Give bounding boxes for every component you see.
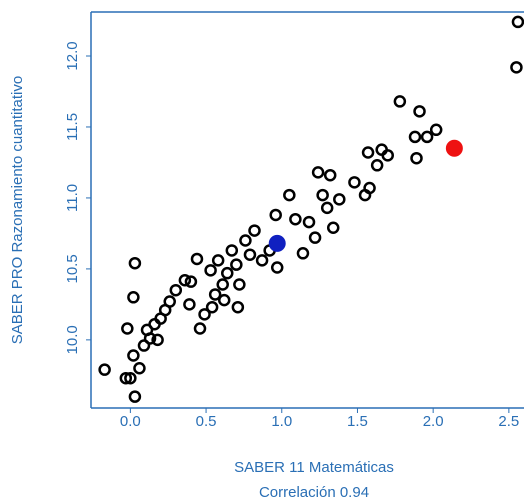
point bbox=[370, 159, 384, 172]
point bbox=[248, 224, 261, 237]
point bbox=[511, 15, 524, 29]
point bbox=[184, 275, 198, 288]
point bbox=[255, 254, 269, 267]
point bbox=[239, 234, 252, 247]
point bbox=[230, 258, 243, 271]
point bbox=[205, 300, 219, 314]
point bbox=[169, 283, 183, 297]
point bbox=[163, 295, 176, 308]
y-tick-label: 12.0 bbox=[64, 41, 81, 70]
point bbox=[204, 264, 217, 277]
x-tick-label: 0.5 bbox=[196, 413, 217, 430]
point bbox=[128, 256, 142, 270]
highlight-point bbox=[268, 234, 286, 252]
point bbox=[178, 274, 192, 287]
point bbox=[151, 333, 164, 347]
point bbox=[420, 130, 434, 144]
point bbox=[137, 339, 151, 352]
y-axis-label: SABER PRO Razonamiento cuantitativo bbox=[9, 76, 26, 344]
point bbox=[124, 371, 137, 385]
point bbox=[270, 261, 284, 274]
point bbox=[211, 254, 225, 267]
point bbox=[119, 371, 133, 385]
point bbox=[269, 208, 282, 222]
point bbox=[363, 181, 376, 195]
point bbox=[302, 215, 316, 229]
point bbox=[408, 130, 422, 144]
point bbox=[381, 149, 394, 162]
point bbox=[410, 151, 423, 165]
y-tick-label: 10.0 bbox=[64, 325, 81, 354]
point bbox=[320, 201, 334, 215]
x-tick-label: 0.0 bbox=[120, 413, 141, 430]
point bbox=[311, 166, 325, 179]
point bbox=[127, 291, 140, 304]
point bbox=[183, 298, 196, 311]
point bbox=[308, 231, 322, 244]
point bbox=[190, 252, 204, 266]
point bbox=[221, 266, 234, 280]
point bbox=[133, 362, 146, 375]
point bbox=[289, 212, 302, 226]
point bbox=[510, 61, 523, 74]
point bbox=[323, 168, 337, 182]
point bbox=[208, 288, 222, 301]
point bbox=[127, 349, 140, 362]
point bbox=[121, 322, 134, 335]
point bbox=[283, 188, 296, 202]
highlight-point bbox=[445, 139, 463, 157]
point bbox=[316, 188, 329, 202]
point bbox=[361, 146, 375, 159]
point bbox=[296, 247, 310, 260]
point bbox=[225, 244, 239, 257]
x-tick-label: 1.5 bbox=[347, 413, 368, 430]
point bbox=[217, 293, 231, 307]
subtitle: Correlación 0.94 bbox=[259, 484, 369, 501]
point bbox=[326, 221, 340, 234]
point bbox=[233, 278, 246, 291]
point bbox=[98, 363, 111, 376]
point bbox=[429, 123, 443, 137]
point bbox=[216, 278, 229, 291]
x-tick-label: 2.0 bbox=[423, 413, 444, 430]
y-tick-label: 11.5 bbox=[64, 113, 81, 141]
point bbox=[243, 248, 257, 261]
point bbox=[393, 95, 407, 108]
point bbox=[413, 105, 426, 118]
y-tick-label: 11.0 bbox=[64, 184, 81, 212]
point bbox=[193, 322, 207, 335]
x-axis-label: SABER 11 Matemáticas bbox=[234, 459, 394, 476]
point bbox=[128, 390, 142, 403]
point bbox=[198, 308, 211, 321]
x-tick-label: 1.0 bbox=[271, 413, 292, 430]
point bbox=[231, 300, 245, 314]
y-tick-label: 10.5 bbox=[64, 254, 81, 283]
point bbox=[348, 176, 361, 189]
point bbox=[333, 193, 346, 206]
x-tick-label: 2.5 bbox=[498, 413, 519, 430]
point bbox=[140, 323, 154, 337]
